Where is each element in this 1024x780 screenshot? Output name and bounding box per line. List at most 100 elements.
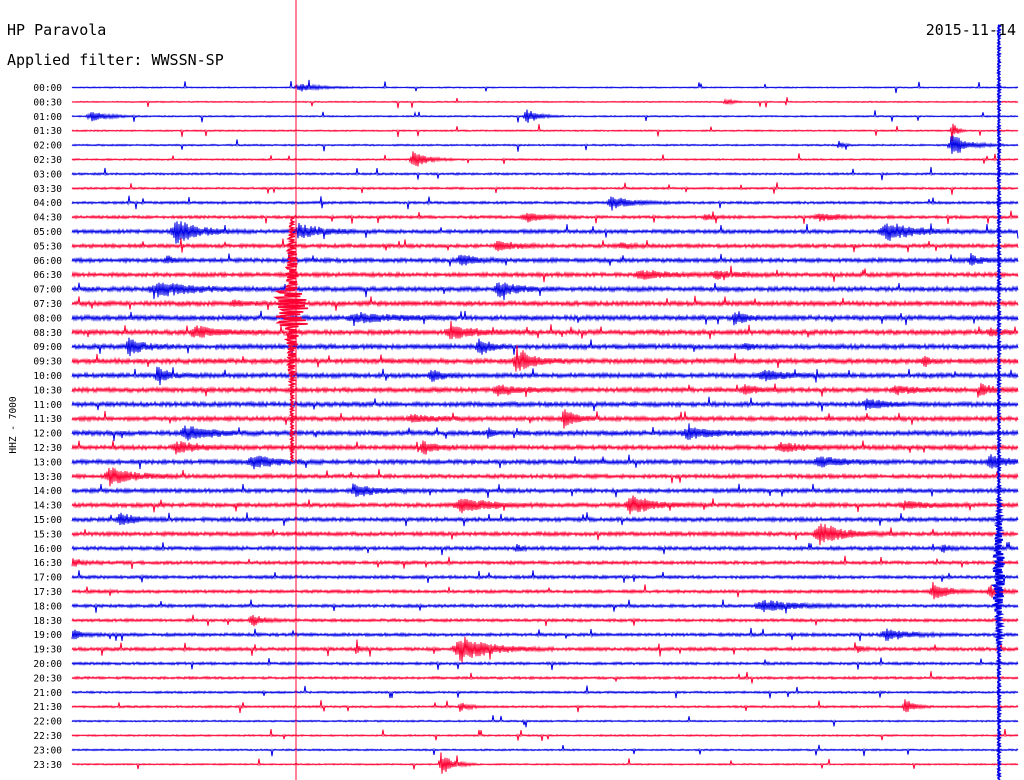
trace-line (71, 166, 1019, 181)
time-label: 20:30 (33, 673, 62, 684)
trace-line (71, 366, 1019, 386)
trace-line (71, 685, 1019, 699)
time-label: 20:00 (33, 659, 62, 670)
time-label: 00:30 (33, 97, 62, 108)
trace-line (71, 337, 1019, 357)
time-label: 17:00 (33, 573, 62, 584)
trace-line (71, 671, 1019, 684)
trace-line (71, 599, 1019, 614)
time-label: 10:30 (33, 385, 62, 396)
trace-line (71, 109, 1019, 123)
time-label: 01:30 (33, 126, 62, 137)
time-label: 08:00 (33, 313, 62, 324)
time-label: 22:00 (33, 717, 62, 728)
time-label: 23:30 (33, 760, 62, 771)
time-label: 19:00 (33, 630, 62, 641)
trace-line (71, 483, 1019, 498)
trace-line (71, 581, 1019, 600)
trace-line (71, 383, 1019, 398)
filter-label: Applied filter: WWSSN-SP (7, 51, 224, 69)
time-label: 11:30 (33, 414, 62, 425)
time-label: 06:30 (33, 270, 62, 281)
time-label: 02:00 (33, 141, 62, 152)
trace-line (71, 265, 1019, 283)
trace-line (71, 409, 1019, 429)
time-label: 21:30 (33, 702, 62, 713)
trace-line (71, 151, 1019, 167)
trace-line (71, 636, 1019, 663)
time-label: 10:00 (33, 371, 62, 382)
trace-line (71, 182, 1019, 195)
trace-line (71, 467, 1019, 487)
station-title: HP Paravola (7, 21, 106, 39)
time-label: 18:00 (33, 601, 62, 612)
time-label: 14:30 (33, 501, 62, 512)
time-label: 16:30 (33, 558, 62, 569)
time-label: 18:30 (33, 616, 62, 627)
trace-line (71, 614, 1019, 627)
trace-line (71, 715, 1019, 728)
trace-line (71, 123, 1019, 142)
time-label: 09:00 (33, 342, 62, 353)
time-label: 15:30 (33, 529, 62, 540)
time-label: 06:00 (33, 256, 62, 267)
channel-label: HHZ - 7000 (8, 396, 19, 453)
trace-line (71, 423, 1019, 441)
trace-line (71, 541, 1019, 556)
time-label: 17:30 (33, 587, 62, 598)
time-label: 08:30 (33, 328, 62, 339)
trace-line (71, 135, 1019, 154)
time-label: 16:00 (33, 544, 62, 555)
trace-line (71, 282, 1019, 301)
trace-line (71, 345, 1019, 372)
time-label: 14:00 (33, 486, 62, 497)
trace-line (71, 221, 1019, 244)
trace-line (71, 627, 1019, 642)
trace-line (71, 210, 1019, 224)
time-label: 12:00 (33, 429, 62, 440)
time-label: 02:30 (33, 155, 62, 166)
time-label: 03:00 (33, 169, 62, 180)
time-label: 11:00 (33, 400, 62, 411)
time-label: 09:30 (33, 357, 62, 368)
trace-line (71, 570, 1019, 584)
time-label: 01:00 (33, 112, 62, 123)
time-label: 00:00 (33, 83, 62, 94)
trace-line (71, 396, 1019, 412)
trace-line (71, 238, 1019, 253)
time-axis-labels: 00:00 00:30 01:00 01:30 02:00 02:30 03:00 03:30… (33, 83, 62, 771)
time-label: 03:30 (33, 184, 62, 195)
time-label: 12:30 (33, 443, 62, 454)
trace-line (71, 79, 1019, 94)
trace-line (71, 729, 1019, 742)
time-label: 05:00 (33, 227, 62, 238)
trace-line (71, 195, 1019, 211)
time-label: 19:30 (33, 645, 62, 656)
time-label: 21:00 (33, 688, 62, 699)
trace-line (71, 495, 1019, 515)
trace-line (71, 752, 1019, 774)
time-label: 15:00 (33, 515, 62, 526)
trace-group (71, 24, 1019, 780)
time-label: 23:00 (33, 745, 62, 756)
trace-line (71, 512, 1019, 527)
trace-line (71, 321, 1019, 340)
trace-line (71, 699, 1019, 713)
trace-line (71, 253, 1019, 267)
time-label: 22:30 (33, 731, 62, 742)
trace-line (71, 744, 1019, 757)
trace-line (71, 440, 1019, 455)
time-label: 07:00 (33, 285, 62, 296)
time-label: 13:30 (33, 472, 62, 483)
time-label: 04:30 (33, 213, 62, 224)
trace-line (71, 97, 1019, 109)
trace-line (71, 523, 1019, 546)
trace-line (71, 295, 1019, 311)
trace-line (71, 657, 1019, 671)
trace-line (71, 310, 1019, 326)
trace-line (71, 454, 1019, 470)
date-label: 2015-11-14 (926, 21, 1016, 39)
current-time-trace (990, 24, 1006, 780)
